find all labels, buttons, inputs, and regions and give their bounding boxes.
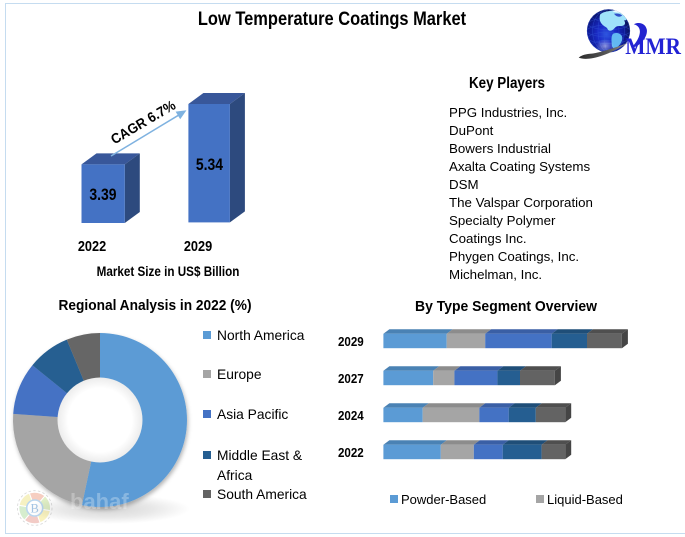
svg-text:MMR: MMR (625, 33, 682, 59)
svg-text:bahaf: bahaf (70, 489, 129, 514)
